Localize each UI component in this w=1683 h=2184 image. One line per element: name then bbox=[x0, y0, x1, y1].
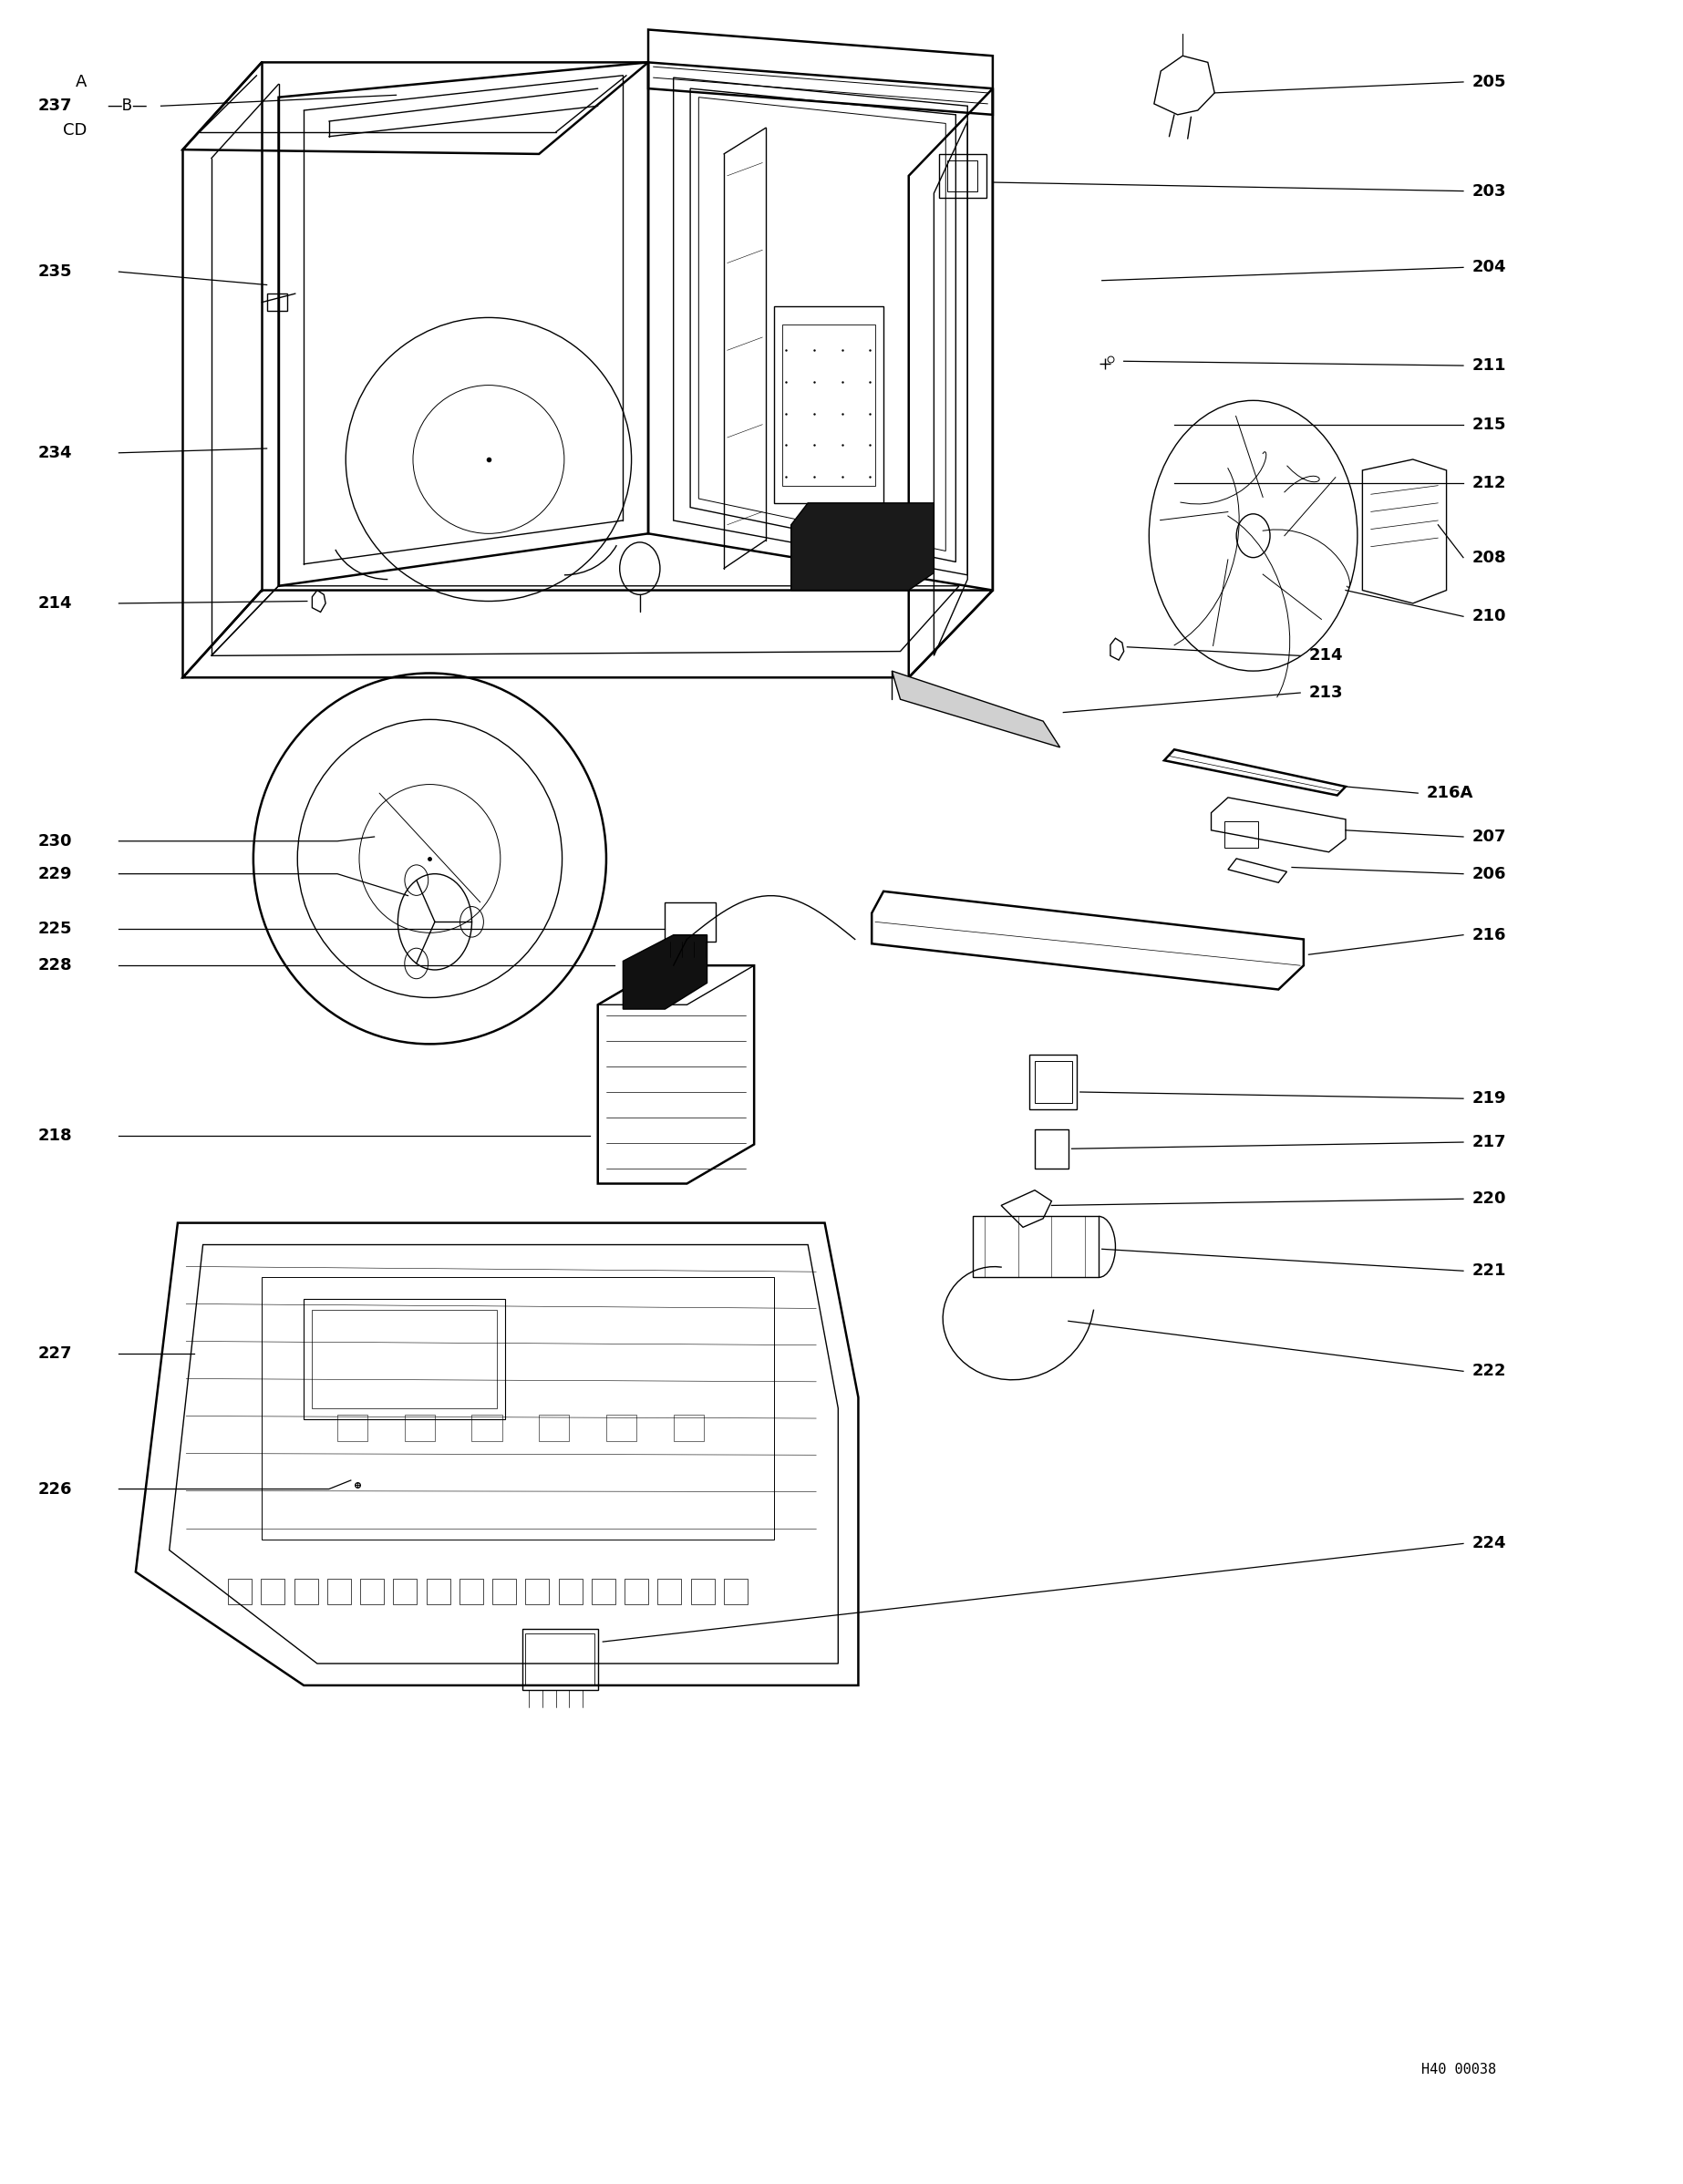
Bar bbox=[426, 1579, 449, 1605]
Bar bbox=[592, 1579, 616, 1605]
Bar bbox=[673, 1415, 703, 1441]
Bar bbox=[1225, 821, 1259, 847]
Bar bbox=[394, 1579, 417, 1605]
Bar bbox=[774, 306, 884, 502]
Bar bbox=[404, 1415, 434, 1441]
Text: 220: 220 bbox=[1471, 1190, 1506, 1208]
Bar bbox=[303, 1299, 505, 1420]
Bar bbox=[525, 1634, 594, 1686]
Text: H40 00038: H40 00038 bbox=[1420, 2062, 1496, 2077]
Bar bbox=[360, 1579, 384, 1605]
Bar bbox=[229, 1579, 252, 1605]
Text: 214: 214 bbox=[39, 596, 72, 612]
Text: 214: 214 bbox=[1309, 646, 1343, 664]
Bar bbox=[525, 1579, 549, 1605]
Bar bbox=[471, 1415, 502, 1441]
Text: 217: 217 bbox=[1471, 1133, 1506, 1151]
Bar bbox=[1030, 1055, 1077, 1109]
Text: 210: 210 bbox=[1471, 607, 1506, 625]
Text: 212: 212 bbox=[1471, 476, 1506, 491]
Text: A: A bbox=[76, 74, 88, 90]
Text: —B—: —B— bbox=[108, 98, 148, 114]
Text: 208: 208 bbox=[1471, 550, 1506, 566]
Bar bbox=[783, 323, 875, 485]
Text: 204: 204 bbox=[1471, 260, 1506, 275]
Text: 221: 221 bbox=[1471, 1262, 1506, 1280]
Bar bbox=[690, 1579, 714, 1605]
Bar bbox=[493, 1579, 517, 1605]
Polygon shape bbox=[623, 935, 707, 1009]
Bar bbox=[311, 1310, 496, 1409]
Text: 235: 235 bbox=[39, 264, 72, 280]
Text: 211: 211 bbox=[1471, 358, 1506, 373]
Text: 228: 228 bbox=[39, 957, 72, 974]
Bar bbox=[1035, 1061, 1072, 1103]
Bar bbox=[1035, 1129, 1069, 1168]
Polygon shape bbox=[892, 670, 1060, 747]
Text: 205: 205 bbox=[1471, 74, 1506, 90]
Text: 222: 222 bbox=[1471, 1363, 1506, 1380]
Text: 215: 215 bbox=[1471, 417, 1506, 432]
Text: 216: 216 bbox=[1471, 926, 1506, 943]
Text: 218: 218 bbox=[39, 1127, 72, 1144]
Bar bbox=[559, 1579, 582, 1605]
Bar bbox=[606, 1415, 636, 1441]
Text: 207: 207 bbox=[1471, 828, 1506, 845]
Text: 216A: 216A bbox=[1426, 784, 1473, 802]
Text: 227: 227 bbox=[39, 1345, 72, 1363]
Bar bbox=[939, 153, 986, 197]
Bar bbox=[268, 293, 286, 310]
Text: 225: 225 bbox=[39, 919, 72, 937]
Bar bbox=[973, 1216, 1099, 1278]
Text: CD: CD bbox=[62, 122, 88, 138]
Bar bbox=[539, 1415, 569, 1441]
Bar bbox=[658, 1579, 682, 1605]
Text: 237: 237 bbox=[39, 98, 72, 114]
Text: 203: 203 bbox=[1471, 183, 1506, 199]
Bar bbox=[337, 1415, 367, 1441]
Text: 230: 230 bbox=[39, 832, 72, 850]
Bar bbox=[624, 1579, 648, 1605]
Bar bbox=[295, 1579, 318, 1605]
Text: 234: 234 bbox=[39, 446, 72, 461]
Bar bbox=[263, 1278, 774, 1540]
Text: 206: 206 bbox=[1471, 865, 1506, 882]
Bar bbox=[724, 1579, 747, 1605]
Text: 226: 226 bbox=[39, 1481, 72, 1498]
Bar bbox=[327, 1579, 350, 1605]
Text: 213: 213 bbox=[1309, 684, 1343, 701]
Polygon shape bbox=[791, 502, 934, 590]
Bar bbox=[459, 1579, 483, 1605]
Bar bbox=[665, 902, 715, 941]
Text: 219: 219 bbox=[1471, 1090, 1506, 1107]
Bar bbox=[261, 1579, 284, 1605]
Bar bbox=[522, 1629, 597, 1690]
Bar bbox=[948, 159, 978, 190]
Text: 224: 224 bbox=[1471, 1535, 1506, 1553]
Text: 229: 229 bbox=[39, 865, 72, 882]
